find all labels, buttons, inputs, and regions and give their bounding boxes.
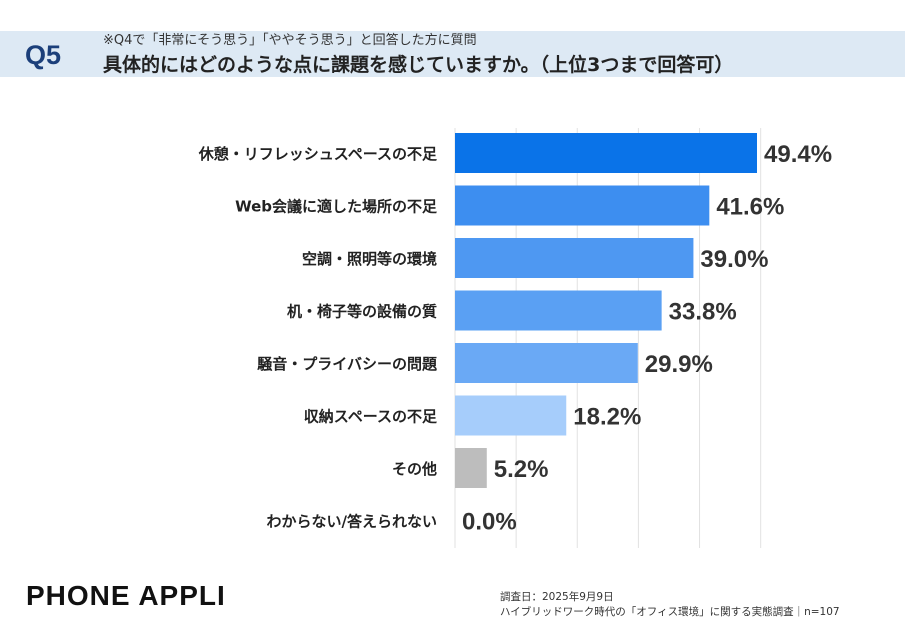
value-label: 0.0% xyxy=(462,509,517,536)
brand-logo: PHONE APPLI xyxy=(26,580,226,611)
bar xyxy=(455,185,710,226)
bar xyxy=(455,448,487,488)
bar xyxy=(455,290,662,331)
category-label: Web会議に適した場所の不足 xyxy=(235,198,438,216)
survey-title: ハイブリッドワーク時代の「オフィス環境」に関する実態調査｜n=107 xyxy=(500,606,840,618)
value-label: 29.9% xyxy=(645,351,713,378)
value-label: 49.4% xyxy=(764,141,832,168)
question-title: 具体的にはどのような点に課題を感じていますか。（上位3つまで回答可） xyxy=(103,54,734,76)
question-note: ※Q4で「非常にそう思う」「ややそう思う」と回答した方に質問 xyxy=(103,33,477,48)
survey-date: 調査日：2025年9月9日 xyxy=(500,591,614,603)
bar xyxy=(455,133,757,173)
bar xyxy=(455,238,694,278)
category-label: 空調・照明等の環境 xyxy=(302,250,437,268)
header-band xyxy=(0,31,905,77)
value-label: 33.8% xyxy=(669,299,737,326)
category-label: 収納スペースの不足 xyxy=(304,408,438,426)
bar xyxy=(455,343,638,383)
value-label: 41.6% xyxy=(716,194,784,221)
category-label: 騒音・プライバシーの問題 xyxy=(257,355,438,373)
question-number: Q5 xyxy=(25,40,62,70)
category-label: その他 xyxy=(392,460,437,478)
category-label: わからない/答えられない xyxy=(267,513,437,531)
bar xyxy=(455,395,567,436)
survey-footer: 調査日：2025年9月9日 ハイブリッドワーク時代の「オフィス環境」に関する実態… xyxy=(500,590,840,620)
value-label: 5.2% xyxy=(494,456,549,483)
category-label: 休憩・リフレッシュスペースの不足 xyxy=(198,145,438,163)
value-label: 18.2% xyxy=(573,404,641,431)
category-label: 机・椅子等の設備の質 xyxy=(287,303,437,321)
value-label: 39.0% xyxy=(700,246,768,273)
